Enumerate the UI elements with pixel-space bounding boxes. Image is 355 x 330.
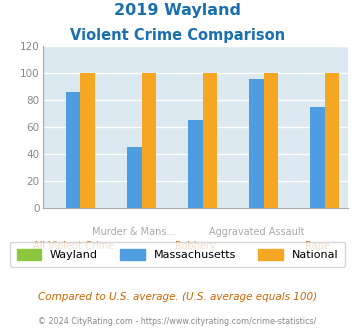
- Bar: [142, 73, 156, 208]
- Text: Aggravated Assault: Aggravated Assault: [208, 227, 304, 237]
- Bar: [325, 73, 339, 208]
- Bar: [127, 147, 142, 208]
- Bar: [188, 120, 203, 208]
- Text: Rape: Rape: [305, 241, 330, 251]
- Text: Robbery: Robbery: [175, 241, 215, 251]
- Text: Murder & Mans...: Murder & Mans...: [92, 227, 176, 237]
- Bar: [81, 73, 95, 208]
- Text: © 2024 CityRating.com - https://www.cityrating.com/crime-statistics/: © 2024 CityRating.com - https://www.city…: [38, 317, 317, 326]
- Text: All Violent Crime: All Violent Crime: [33, 241, 114, 251]
- Bar: [203, 73, 217, 208]
- Text: Compared to U.S. average. (U.S. average equals 100): Compared to U.S. average. (U.S. average …: [38, 292, 317, 302]
- Legend: Wayland, Massachusetts, National: Wayland, Massachusetts, National: [10, 242, 345, 267]
- Text: Violent Crime Comparison: Violent Crime Comparison: [70, 28, 285, 43]
- Text: 2019 Wayland: 2019 Wayland: [114, 3, 241, 18]
- Bar: [264, 73, 278, 208]
- Bar: [310, 107, 325, 208]
- Bar: [66, 92, 81, 208]
- Bar: [249, 79, 264, 208]
